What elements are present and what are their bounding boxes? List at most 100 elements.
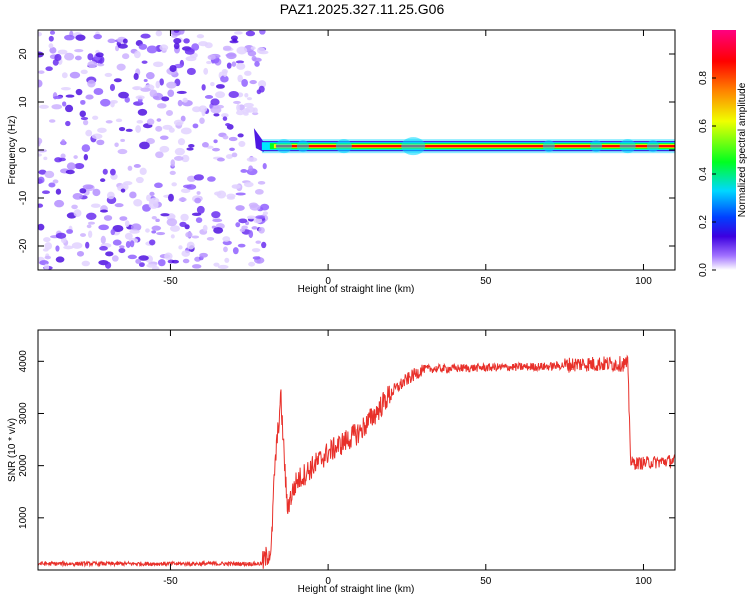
noise-blob bbox=[141, 60, 148, 64]
noise-blob bbox=[53, 95, 63, 100]
noise-blob bbox=[93, 33, 102, 40]
noise-blob bbox=[91, 133, 103, 140]
signal-bulge bbox=[296, 140, 309, 153]
noise-blob bbox=[135, 258, 142, 264]
noise-blob bbox=[151, 230, 157, 234]
noise-blob bbox=[192, 123, 199, 129]
noise-blob bbox=[186, 67, 196, 76]
snr-x-tick-label: -50 bbox=[163, 576, 178, 587]
noise-blob bbox=[164, 252, 173, 261]
noise-blob bbox=[210, 106, 222, 114]
noise-blob bbox=[254, 61, 260, 67]
noise-blob bbox=[223, 246, 228, 253]
noise-blob bbox=[179, 221, 187, 228]
noise-blob bbox=[251, 55, 257, 62]
noise-blob bbox=[122, 53, 130, 60]
noise-blob bbox=[169, 64, 177, 73]
noise-blob bbox=[81, 144, 91, 152]
noise-blob bbox=[58, 157, 67, 162]
noise-blob bbox=[105, 251, 114, 257]
noise-blob bbox=[106, 191, 115, 200]
noise-blob bbox=[166, 218, 178, 227]
noise-blob bbox=[226, 62, 232, 69]
noise-blob bbox=[85, 241, 90, 249]
noise-blob bbox=[176, 90, 187, 95]
noise-blob bbox=[74, 55, 82, 61]
noise-blob bbox=[140, 33, 151, 39]
noise-blob bbox=[212, 218, 223, 223]
noise-blob bbox=[182, 97, 188, 103]
noise-blob bbox=[139, 167, 147, 176]
noise-blob bbox=[228, 136, 238, 142]
noise-blob bbox=[48, 43, 54, 49]
noise-blob bbox=[248, 261, 256, 267]
noise-blob bbox=[38, 153, 42, 157]
noise-blob bbox=[159, 44, 169, 51]
noise-blob bbox=[170, 234, 175, 239]
noise-blob bbox=[87, 230, 93, 238]
noise-blob bbox=[137, 108, 148, 116]
noise-blob bbox=[55, 245, 60, 252]
noise-blob bbox=[262, 162, 267, 170]
noise-blob bbox=[139, 141, 150, 150]
noise-blob bbox=[258, 80, 267, 88]
noise-blob bbox=[231, 184, 241, 189]
noise-blob bbox=[42, 248, 49, 252]
spectrogram-signal-band bbox=[253, 128, 675, 156]
noise-blob bbox=[213, 139, 218, 144]
noise-blob bbox=[119, 216, 128, 221]
noise-blob bbox=[241, 79, 248, 87]
noise-blob bbox=[178, 245, 183, 250]
spectrogram-x-ticks: -50 0 50 100 bbox=[163, 30, 652, 287]
noise-blob bbox=[38, 203, 44, 208]
noise-blob bbox=[95, 52, 104, 58]
spectrogram-x-tick-label: 100 bbox=[635, 276, 652, 287]
noise-blob bbox=[156, 118, 162, 122]
noise-blob bbox=[79, 188, 87, 194]
noise-blob bbox=[146, 118, 155, 126]
noise-blob bbox=[136, 120, 144, 124]
noise-blob bbox=[248, 165, 253, 172]
noise-blob bbox=[38, 70, 45, 74]
noise-blob bbox=[188, 144, 195, 148]
noise-blob bbox=[120, 188, 126, 193]
noise-blob bbox=[199, 252, 208, 258]
noise-blob bbox=[234, 31, 243, 35]
noise-blob bbox=[102, 168, 108, 175]
noise-blob bbox=[117, 148, 128, 155]
colorbar-tick-label: 0.0 bbox=[698, 263, 709, 277]
snr-frame bbox=[37, 329, 676, 571]
noise-blob bbox=[186, 241, 195, 250]
noise-blob bbox=[168, 127, 175, 133]
noise-blob bbox=[206, 145, 214, 149]
noise-blob bbox=[182, 258, 190, 264]
noise-blob bbox=[216, 157, 225, 162]
spectrogram-y-tick-label: 20 bbox=[18, 48, 29, 60]
noise-blob bbox=[145, 72, 155, 80]
noise-blob bbox=[151, 215, 157, 220]
noise-blob bbox=[130, 223, 142, 232]
noise-blob bbox=[253, 217, 263, 224]
noise-blob bbox=[199, 117, 205, 125]
snr-y-tick-label: 1000 bbox=[18, 506, 29, 529]
noise-blob bbox=[38, 31, 42, 37]
snr-x-tick-label: 50 bbox=[480, 576, 492, 587]
noise-blob bbox=[52, 179, 59, 184]
noise-blob bbox=[222, 135, 229, 140]
colorbar-tick-label: 0.6 bbox=[698, 119, 709, 133]
noise-blob bbox=[183, 38, 190, 44]
colorbar-gradient bbox=[712, 30, 736, 270]
noise-blob bbox=[75, 34, 86, 41]
noise-blob bbox=[124, 96, 130, 103]
noise-blob bbox=[133, 86, 140, 91]
noise-blob bbox=[109, 83, 116, 92]
noise-blob bbox=[212, 147, 221, 152]
noise-blob bbox=[123, 181, 133, 186]
noise-blob bbox=[49, 46, 57, 54]
noise-blob bbox=[196, 191, 201, 195]
noise-blob bbox=[241, 225, 248, 230]
noise-blob bbox=[237, 243, 246, 248]
noise-blob bbox=[235, 60, 245, 64]
noise-blob bbox=[61, 72, 68, 79]
noise-blob bbox=[71, 242, 83, 249]
